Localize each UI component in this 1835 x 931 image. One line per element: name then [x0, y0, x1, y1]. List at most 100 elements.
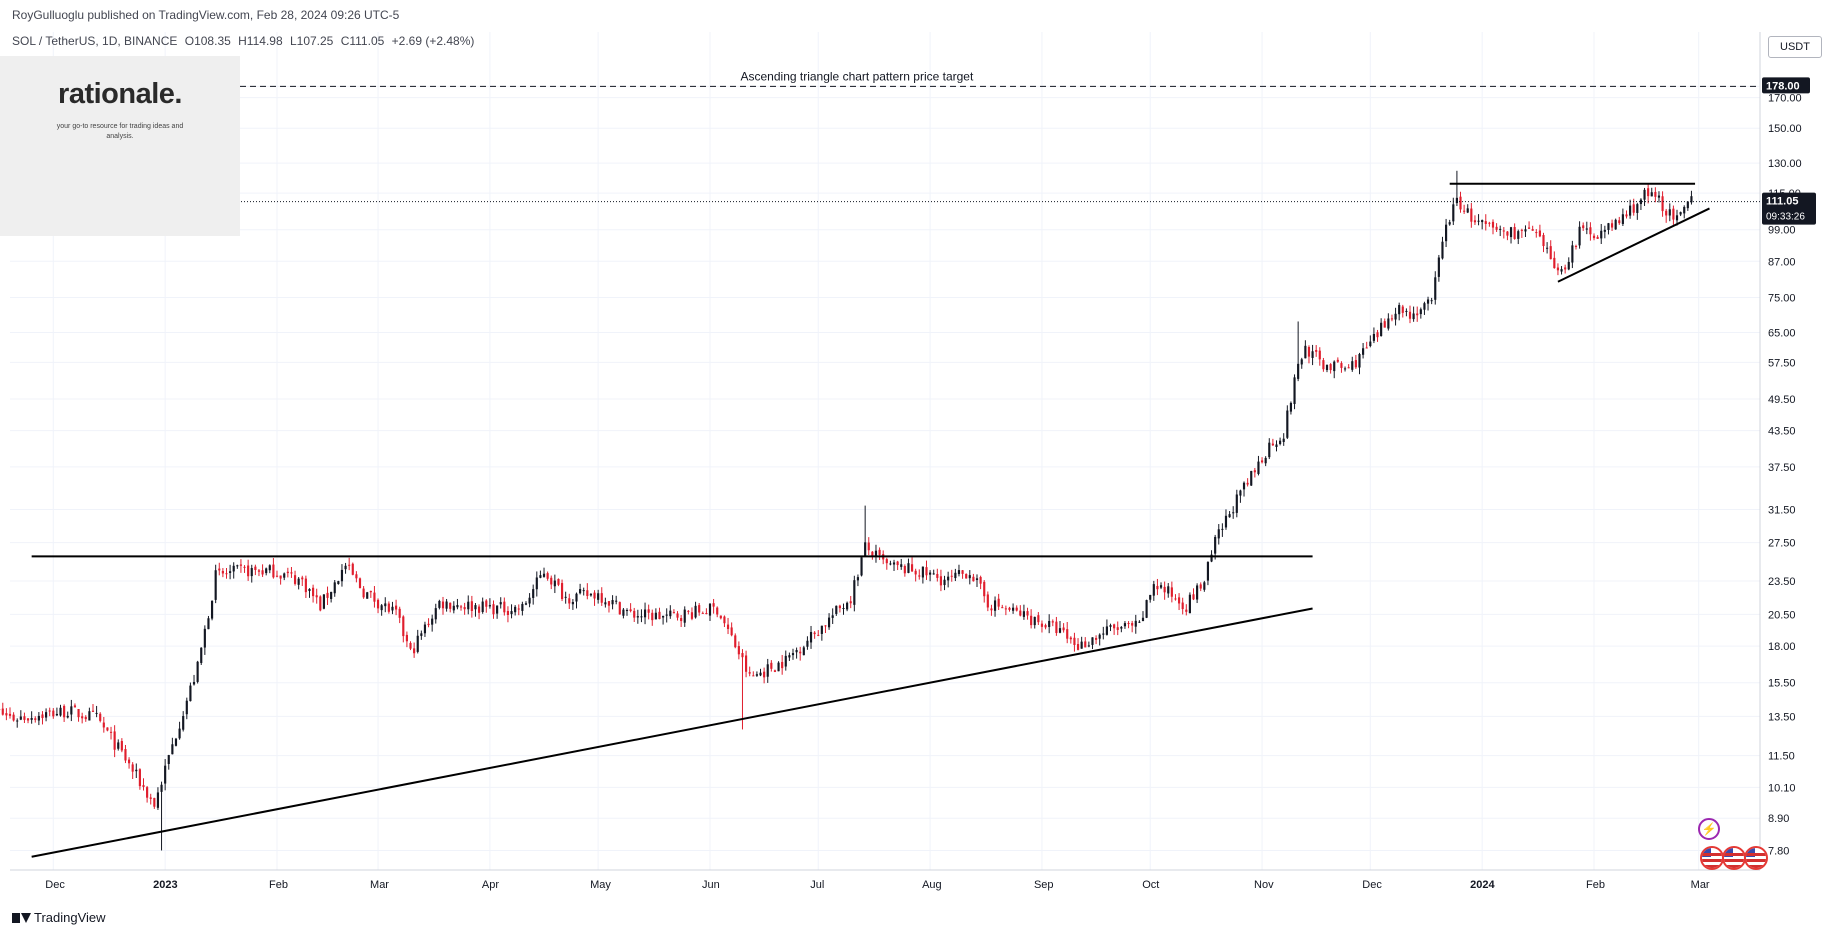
tradingview-brand[interactable]: TradingView — [12, 910, 106, 925]
candle-body — [232, 565, 235, 572]
price-tick-label: 49.50 — [1768, 394, 1796, 406]
candle-body — [575, 593, 578, 602]
candle-body — [8, 713, 12, 716]
candle-body — [178, 728, 181, 739]
event-markers[interactable]: ⚡ — [1686, 818, 1768, 874]
candle-body — [84, 716, 87, 720]
candle-body — [391, 606, 394, 611]
candle-body — [337, 581, 340, 585]
candle-body — [387, 603, 390, 612]
flash-icon[interactable]: ⚡ — [1698, 818, 1720, 840]
symbol-ohlc-legend[interactable]: SOL / TetherUS, 1D, BINANCE O108.35 H114… — [12, 34, 478, 48]
us-flag-icon[interactable] — [1700, 846, 1724, 870]
price-tick-label: 31.50 — [1768, 504, 1796, 516]
candle-body — [1672, 208, 1675, 220]
candle-body — [1625, 214, 1628, 217]
candle-body — [1549, 246, 1552, 260]
candle-body — [831, 615, 834, 618]
price-tick-label: 130.00 — [1768, 158, 1802, 170]
candle-body — [1076, 644, 1080, 650]
candle-body — [467, 601, 470, 610]
candle-body — [640, 616, 643, 618]
candle-body — [1675, 215, 1679, 221]
price-tick-label: 13.50 — [1768, 711, 1796, 723]
candle-body — [1080, 641, 1083, 649]
candle-body — [1452, 204, 1455, 222]
us-flag-icon[interactable] — [1744, 846, 1768, 870]
candle-body — [1177, 597, 1181, 604]
candle-body — [1239, 490, 1242, 496]
candle-body — [23, 716, 26, 720]
candle-body — [149, 797, 152, 799]
candle-body — [340, 569, 344, 582]
candle-body — [1300, 359, 1303, 365]
candle-body — [662, 615, 665, 618]
candle-body — [196, 661, 199, 682]
candle-body — [1271, 443, 1274, 446]
candle-body — [1527, 227, 1531, 229]
candle-body — [427, 623, 430, 626]
candle-body — [326, 592, 329, 598]
candle-body — [207, 618, 210, 630]
candle-body — [138, 769, 141, 787]
candle-body — [1578, 226, 1581, 246]
candle-body — [81, 716, 84, 719]
candle-body — [1282, 438, 1285, 442]
candle-body — [1325, 364, 1329, 371]
candle-body — [1174, 598, 1177, 600]
candle-body — [1596, 236, 1599, 239]
time-tick-label: Feb — [269, 879, 288, 891]
candle-body — [618, 602, 621, 615]
candle-body — [225, 573, 228, 575]
candle-body — [773, 670, 777, 672]
candle-body — [1351, 361, 1354, 370]
candle-body — [1030, 615, 1033, 626]
candle-body — [192, 681, 196, 685]
candle-body — [755, 674, 758, 676]
price-tick-label: 27.50 — [1768, 538, 1796, 550]
candle-body — [766, 664, 769, 677]
candle-body — [842, 608, 845, 610]
candle-body — [113, 731, 116, 750]
candle-body — [1589, 227, 1592, 235]
candle-body — [1560, 269, 1563, 272]
us-flag-icon[interactable] — [1722, 846, 1746, 870]
candle-body — [1362, 348, 1365, 355]
candle-body — [1264, 457, 1267, 464]
candle-body — [1657, 195, 1661, 198]
time-tick-label: Oct — [1142, 879, 1159, 891]
candle-body — [1019, 610, 1022, 616]
candle-body — [712, 603, 715, 607]
currency-button[interactable]: USDT — [1768, 36, 1822, 58]
candle-body — [1145, 600, 1148, 618]
candle-body — [290, 572, 293, 574]
candle-body — [1390, 318, 1394, 320]
candle-body — [456, 605, 459, 608]
candle-body — [683, 609, 686, 623]
candle-body — [957, 570, 961, 575]
candle-body — [748, 672, 751, 674]
candle-body — [1416, 313, 1419, 316]
candle-body — [1073, 637, 1076, 645]
candle-body — [1246, 482, 1249, 485]
candle-body — [153, 797, 156, 807]
candle-body — [892, 562, 896, 565]
candle-body — [1585, 228, 1588, 230]
candle-body — [929, 572, 932, 575]
candle-body — [1509, 227, 1513, 238]
candle-body — [106, 727, 109, 731]
candle-body — [1084, 641, 1087, 648]
candle-body — [268, 565, 271, 571]
candle-body — [1242, 482, 1246, 490]
candle-body — [950, 575, 953, 577]
brand-label: TradingView — [34, 910, 106, 925]
candle-body — [272, 564, 275, 578]
candle-body — [1473, 220, 1477, 223]
candle-body — [358, 578, 362, 589]
candle-body — [214, 570, 217, 600]
candle-body — [210, 600, 214, 619]
candle-body — [1614, 219, 1617, 230]
candle-body — [827, 617, 831, 628]
candle-body — [5, 713, 8, 716]
